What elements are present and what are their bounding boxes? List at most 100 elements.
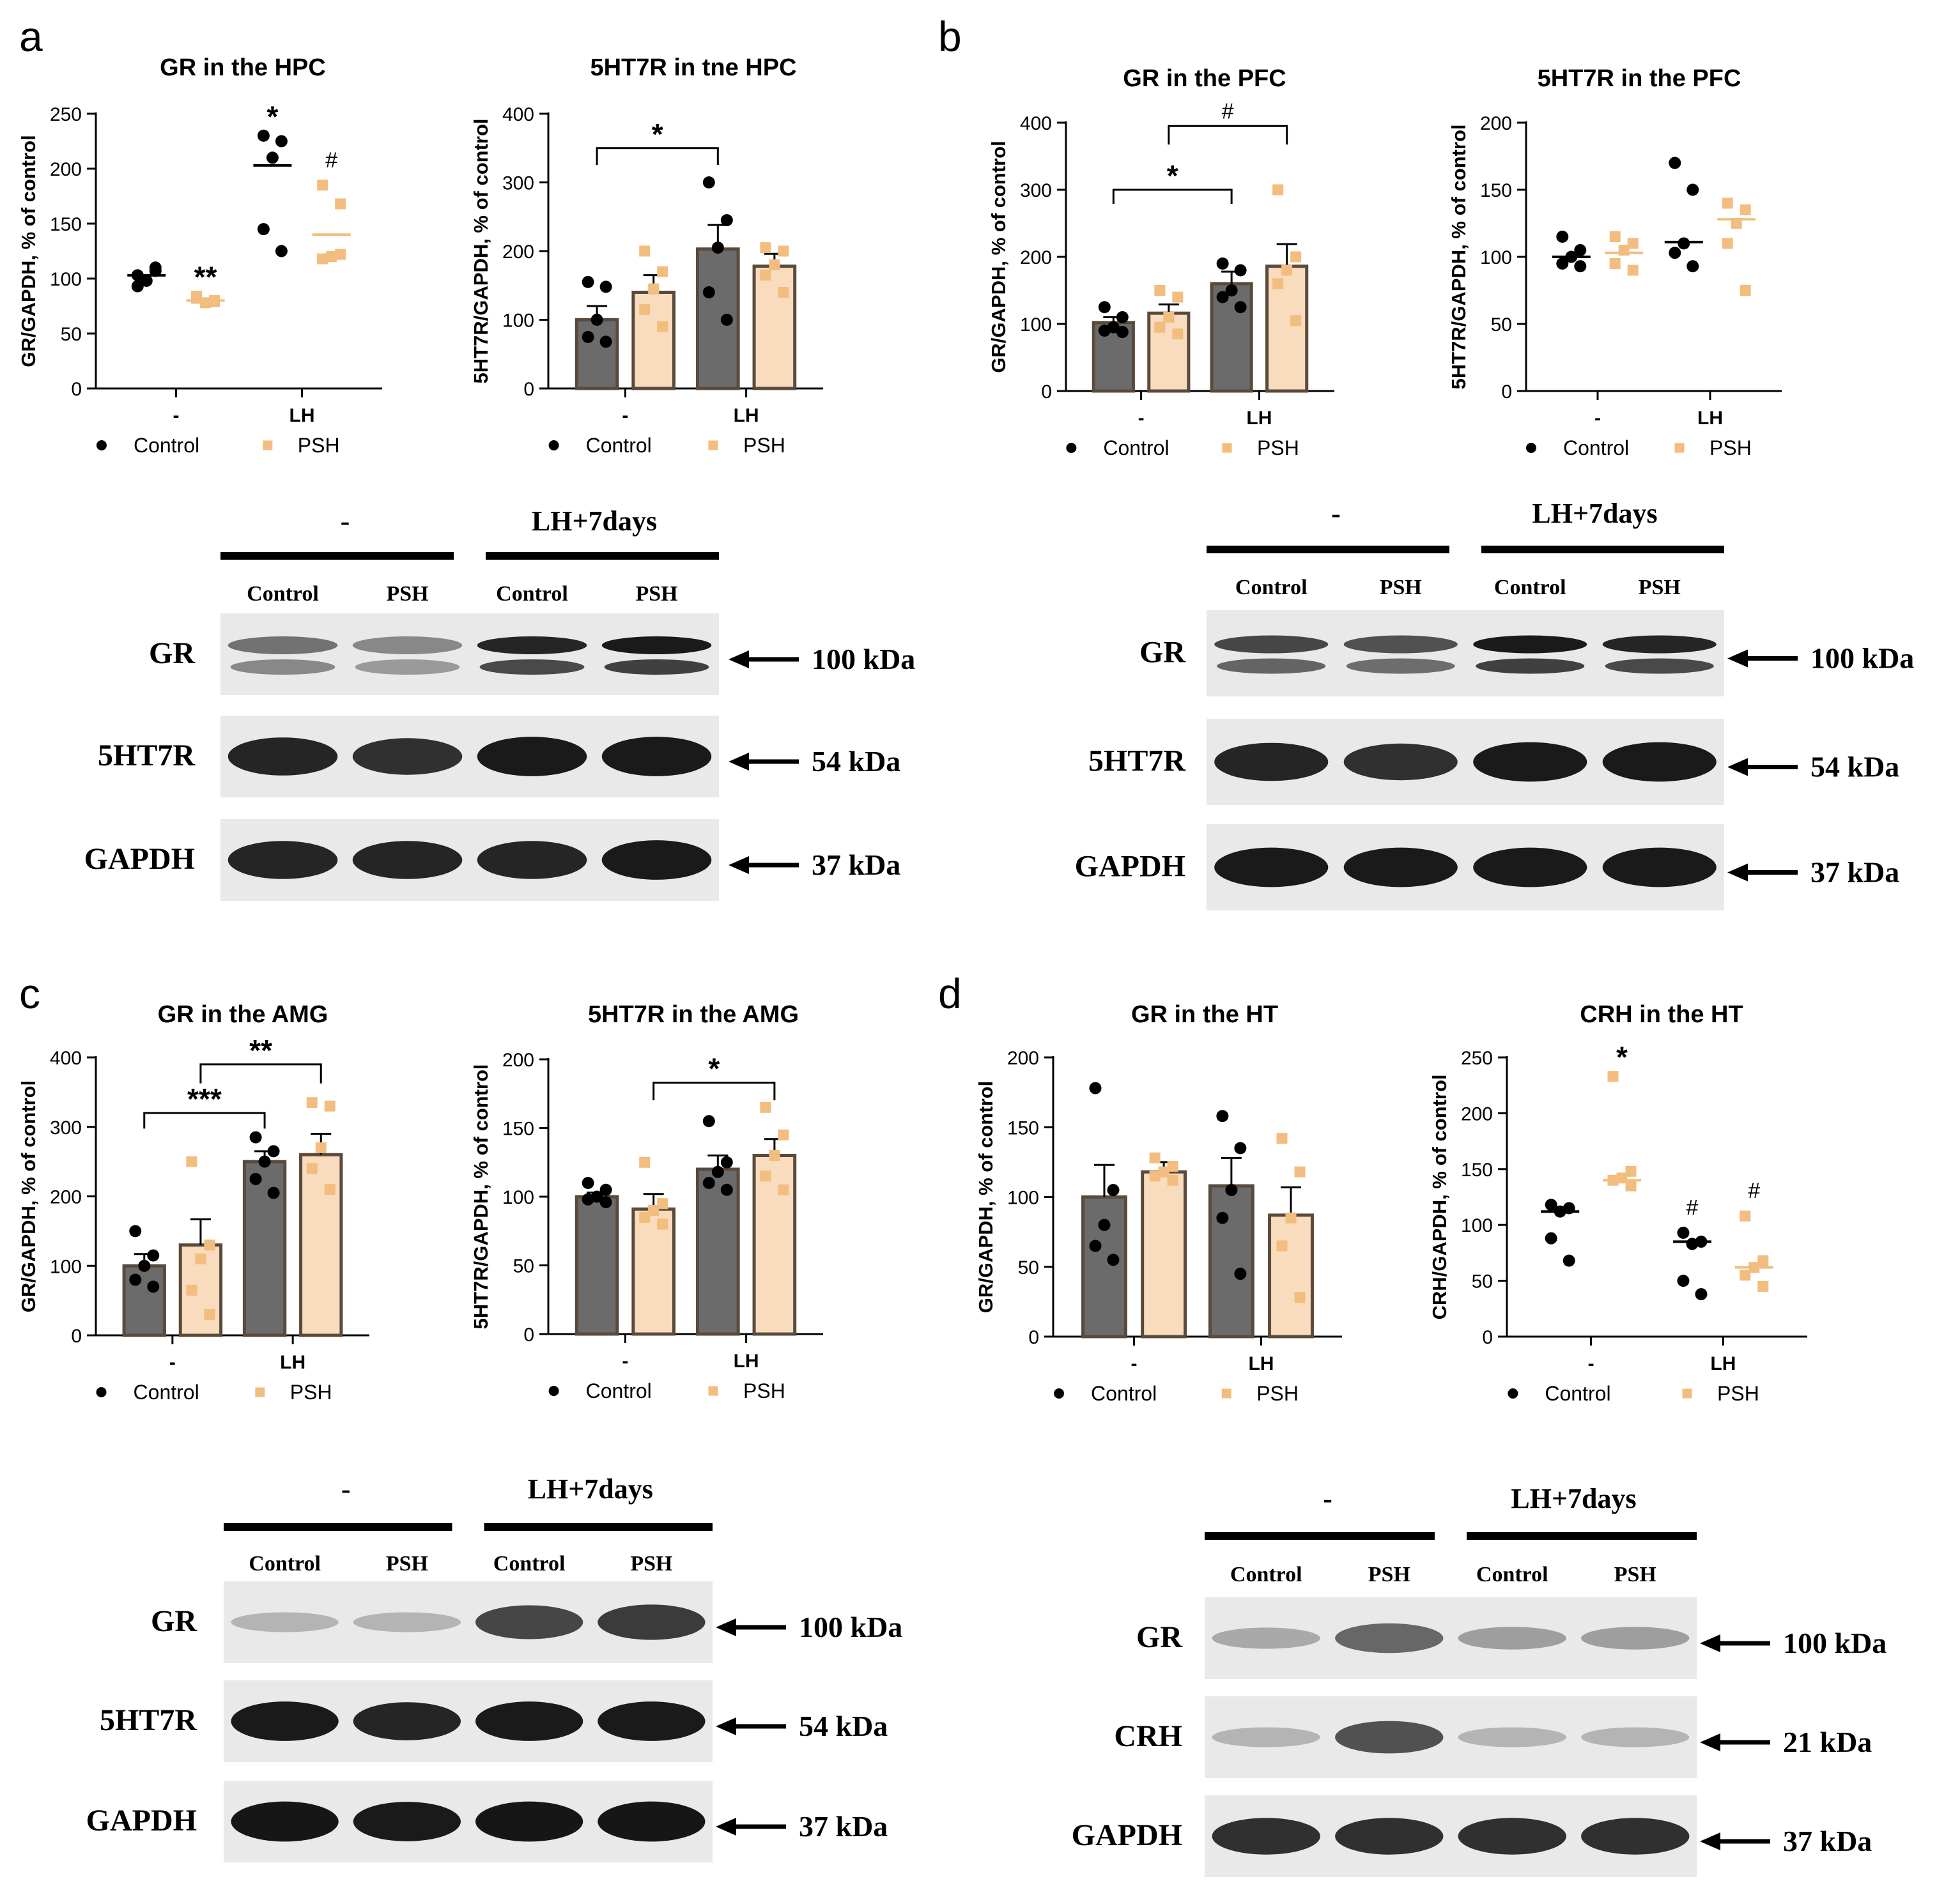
y-tick-label: 300	[50, 1117, 82, 1139]
data-point-control	[1686, 1238, 1699, 1250]
blot-band	[1343, 847, 1458, 887]
data-point-control	[702, 176, 715, 188]
data-point-psh	[317, 253, 328, 265]
significance-bracket	[1112, 188, 1233, 204]
data-point-psh	[1609, 258, 1621, 269]
y-tick-label: 400	[50, 1048, 82, 1069]
y-tick-label: 0	[71, 379, 82, 400]
y-tick-label: 200	[1007, 1048, 1039, 1069]
data-point-control	[1216, 257, 1229, 270]
data-point-control	[1574, 260, 1587, 273]
significance-bracket	[652, 1082, 776, 1101]
x-tick-label: -	[1138, 408, 1145, 429]
data-point-control	[720, 214, 733, 227]
data-point-psh	[778, 1184, 789, 1195]
blot-group-label: -	[1331, 498, 1341, 529]
y-tick-label: 150	[502, 1119, 534, 1140]
blot-lane-label: Control	[249, 1552, 321, 1576]
blot-band	[601, 636, 712, 654]
blot-row-label: GR	[149, 636, 196, 670]
data-point-psh	[1625, 1165, 1637, 1177]
blot-row-label: GR	[1136, 1620, 1183, 1654]
x-tick-label: LH	[1697, 408, 1723, 429]
data-point-psh	[1627, 265, 1639, 276]
data-point-control	[1677, 1275, 1690, 1287]
data-point-psh	[204, 1309, 215, 1320]
data-point-control	[147, 1280, 160, 1293]
blot-a: - LH+7days Control PSH Control PSH GR 100 kDa 5H…	[84, 505, 915, 901]
bar	[695, 1167, 740, 1336]
y-tick-label: 0	[1028, 1327, 1039, 1348]
y-tick-label: 300	[1020, 180, 1052, 201]
blot-lane-label: Control	[1494, 576, 1566, 599]
blot-band	[352, 841, 463, 879]
data-point-control	[1234, 264, 1247, 277]
y-tick-label: 100	[1461, 1215, 1493, 1236]
data-point-control	[140, 274, 153, 287]
blot-band	[1343, 635, 1458, 654]
bar	[299, 1153, 343, 1337]
data-point-control	[1089, 1082, 1102, 1094]
chart-d1: GR in the HT 0 50 100 150 200 GR/GAPDH, % of c…	[975, 1001, 1342, 1405]
significance-mark: **	[249, 1034, 272, 1067]
legend-psh-marker	[1674, 443, 1685, 453]
data-point-psh	[760, 1170, 771, 1182]
data-point-psh	[1149, 1152, 1161, 1163]
blot-lane-label: Control	[493, 1552, 566, 1576]
chart-title: GR in the HPC	[160, 54, 326, 81]
bar	[575, 1195, 619, 1336]
x-tick-label: LH	[1710, 1353, 1736, 1374]
blot-band-lower	[1217, 658, 1326, 674]
data-point-control	[1225, 1184, 1238, 1197]
blot-band	[477, 737, 587, 776]
y-tick-label: 150	[1461, 1160, 1493, 1181]
legend-control-label: Control	[1103, 436, 1169, 459]
bar	[1210, 282, 1253, 393]
data-point-psh	[1290, 251, 1302, 263]
bar	[752, 1154, 797, 1336]
data-point-control	[1677, 1226, 1690, 1239]
data-point-control	[599, 1196, 612, 1209]
data-point-psh	[769, 1150, 780, 1161]
x-tick-label: LH	[1248, 1353, 1274, 1374]
y-axis-label: 5HT7R/GAPDH, % of control	[1447, 124, 1470, 389]
kda-arrow-head	[1727, 649, 1748, 668]
data-point-psh	[1731, 218, 1742, 229]
y-axis-label: GR/GAPDH, % of control	[975, 1081, 997, 1313]
y-axis-label: GR/GAPDH, % of control	[987, 141, 1010, 372]
data-point-control	[149, 261, 162, 274]
data-point-psh	[657, 266, 668, 277]
panel-letters: a b c d	[19, 13, 962, 1017]
data-point-control	[1234, 1142, 1247, 1155]
legend-control-label: Control	[586, 434, 652, 457]
data-point-psh	[1276, 1133, 1288, 1144]
significance-mark: *	[1616, 1041, 1628, 1074]
blot-lane-label: PSH	[1639, 576, 1681, 599]
data-point-psh	[335, 198, 346, 210]
data-point-psh	[1167, 1160, 1178, 1172]
blot-band	[1212, 1727, 1320, 1747]
x-tick-label: -	[1594, 408, 1601, 429]
panel-letter-d: d	[938, 970, 962, 1017]
legend-psh-label: PSH	[1717, 1382, 1759, 1405]
data-point-control	[702, 1115, 715, 1128]
legend-psh-label: PSH	[1709, 436, 1752, 459]
data-point-control	[720, 1156, 733, 1169]
blot-row-label: 5HT7R	[98, 739, 196, 772]
blot-band	[601, 840, 712, 880]
data-point-psh	[315, 1142, 327, 1153]
blot-band	[228, 737, 338, 776]
y-tick-label: 200	[1480, 113, 1512, 134]
legend-psh-marker	[255, 1387, 265, 1397]
y-tick-label: 50	[1018, 1257, 1039, 1278]
y-tick-label: 200	[1461, 1103, 1493, 1124]
blot-band	[1458, 1727, 1566, 1747]
chart-c1: GR in the AMG 0 100 200 300 400 GR/GAPDH, % of…	[17, 1001, 369, 1404]
data-point-control	[1098, 325, 1111, 337]
blot-group-label: LH+7days	[532, 505, 657, 537]
bar	[575, 318, 619, 390]
chart-c2: 5HT7R in the AMG 0 50 100 150 200 5HT7R/GAPDH,…	[470, 1001, 823, 1402]
blot-band	[1335, 1721, 1444, 1754]
data-point-control	[1574, 244, 1587, 256]
data-point-psh	[1757, 1255, 1769, 1266]
